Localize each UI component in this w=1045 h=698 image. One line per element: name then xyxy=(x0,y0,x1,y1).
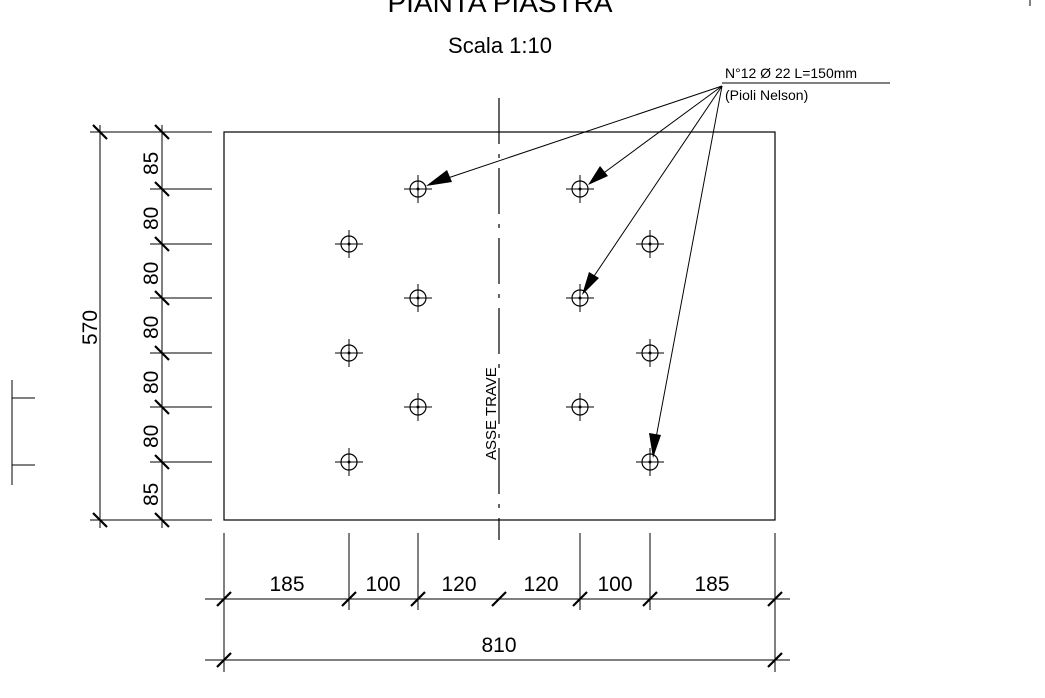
leader-arrowhead xyxy=(588,166,608,185)
dimension-segment: 80 xyxy=(140,207,163,230)
stud-hole xyxy=(335,448,363,476)
dimension-segment: 80 xyxy=(140,262,163,285)
left-edge-fragment xyxy=(11,380,35,485)
stud-hole xyxy=(636,448,664,476)
beam-axis-label: ASSE TRAVE xyxy=(483,367,500,460)
leader-line xyxy=(652,85,723,455)
dimension-total-width: 810 xyxy=(481,634,516,657)
dimension-total-height: 570 xyxy=(79,310,102,345)
leader-line xyxy=(583,85,723,292)
leader-line xyxy=(429,85,723,185)
leader-arrowhead xyxy=(582,272,599,295)
stud-hole xyxy=(636,339,664,367)
dimension-segment: 85 xyxy=(140,152,163,175)
dimension-segment: 80 xyxy=(140,371,163,394)
dimension-segment: 185 xyxy=(694,573,729,596)
vertical-dimensions: 570 85 80 80 80 80 80 85 xyxy=(79,124,212,528)
stud-hole xyxy=(566,284,594,312)
stud-hole xyxy=(335,339,363,367)
stud-hole xyxy=(566,393,594,421)
horizontal-dimensions: 185 100 120 120 100 185 810 xyxy=(205,533,790,672)
dimension-segment: 120 xyxy=(441,573,476,596)
leader-arrowhead xyxy=(649,433,661,458)
stud-hole xyxy=(404,175,432,203)
dimension-segment: 85 xyxy=(140,483,163,506)
stud-note-line1: N°12 Ø 22 L=150mm xyxy=(725,65,857,81)
dimension-segment: 80 xyxy=(140,425,163,448)
drawing-scale: Scala 1:10 xyxy=(448,33,552,58)
stud-hole xyxy=(636,230,664,258)
stud-hole xyxy=(335,230,363,258)
drawing-title: PIANTA PIASTRA xyxy=(387,0,612,18)
stud-hole xyxy=(404,393,432,421)
dimension-segment: 80 xyxy=(140,316,163,339)
stud-hole xyxy=(404,284,432,312)
leader-arrowhead xyxy=(426,170,452,186)
stud-hole xyxy=(566,175,594,203)
dimension-segment: 185 xyxy=(269,573,304,596)
dimension-segment: 100 xyxy=(597,573,632,596)
dimension-segment: 120 xyxy=(523,573,558,596)
stud-note-line2: (Pioli Nelson) xyxy=(725,87,808,103)
leader-line xyxy=(589,85,723,184)
dimension-segment: 100 xyxy=(365,573,400,596)
stud-holes xyxy=(335,175,664,476)
leader-arrows xyxy=(426,85,723,458)
